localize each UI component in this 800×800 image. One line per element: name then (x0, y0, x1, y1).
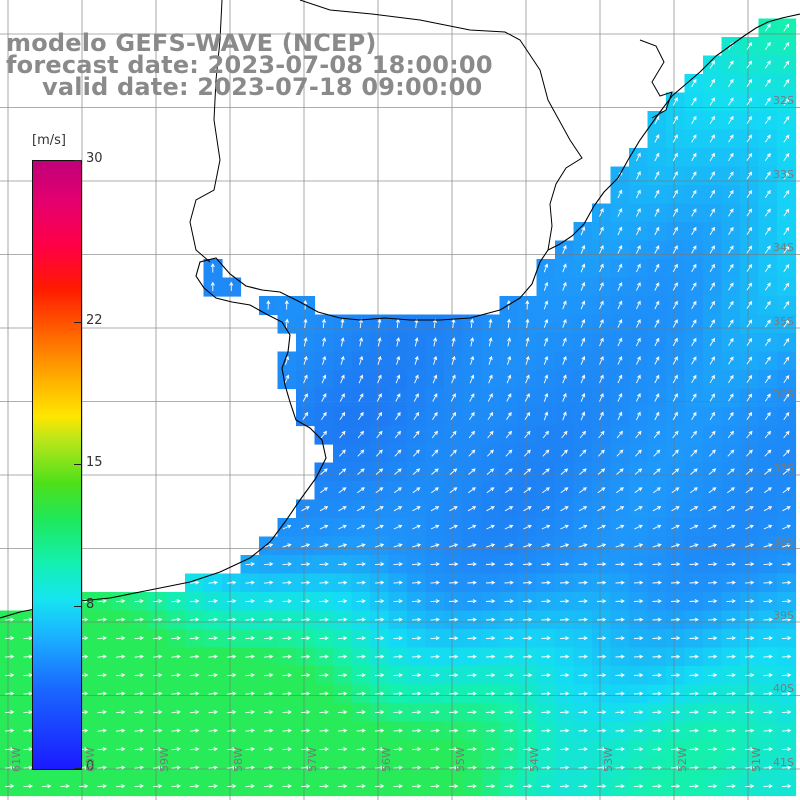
title-valid-date: valid date: 2023-07-18 09:00:00 (42, 73, 483, 101)
longitude-label: 53W (602, 747, 615, 772)
colorbar-tick-label: 8 (86, 596, 95, 612)
latitude-label: 38S (773, 535, 794, 548)
colorbar-tick-mark (74, 464, 82, 465)
colorbar-tick-label: 15 (86, 455, 103, 470)
longitude-label: 58W (232, 747, 245, 772)
longitude-label: 55W (454, 747, 467, 772)
longitude-label: 52W (676, 747, 689, 772)
lagoon-coast (639, 39, 673, 119)
colorbar-unit: [m/s] (32, 133, 66, 148)
latitude-label: 35S (773, 314, 794, 328)
latitude-label: 36S (773, 388, 794, 401)
longitude-label: 51W (750, 747, 763, 772)
colorbar-tick-mark (74, 768, 82, 769)
colorbar-tick-label: 0 (86, 759, 95, 774)
colorbar (32, 160, 82, 770)
latitude-label: 41S (773, 755, 794, 769)
longitude-label: 57W (306, 747, 319, 772)
latitude-label: 40S (773, 682, 794, 695)
longitude-label: 59W (158, 747, 171, 772)
latitude-label: 37S (773, 461, 794, 475)
latitude-label: 33S (773, 167, 794, 181)
longitude-label: 60W (84, 747, 97, 772)
title-forecast-date: forecast date: 2023-07-08 18:00:00 (6, 51, 493, 79)
border-uruguay-brazil (299, 0, 583, 251)
colorbar-tick-mark (74, 605, 82, 607)
longitude-label: 56W (380, 747, 393, 772)
river-uruguay (189, 0, 223, 263)
colorbar-tick-label: 30 (86, 151, 103, 166)
longitude-label: 61W (10, 747, 23, 772)
colorbar-tick-mark (74, 160, 82, 161)
latitude-label: 34S (773, 241, 794, 254)
longitude-label: 54W (528, 747, 541, 772)
colorbar-tick-label: 22 (86, 313, 103, 329)
colorbar-tick-mark (74, 322, 82, 324)
latitude-label: 32S (773, 94, 794, 107)
coastline (0, 13, 800, 619)
latitude-label: 39S (773, 608, 794, 622)
title-model: modelo GEFS-WAVE (NCEP) (6, 29, 377, 57)
